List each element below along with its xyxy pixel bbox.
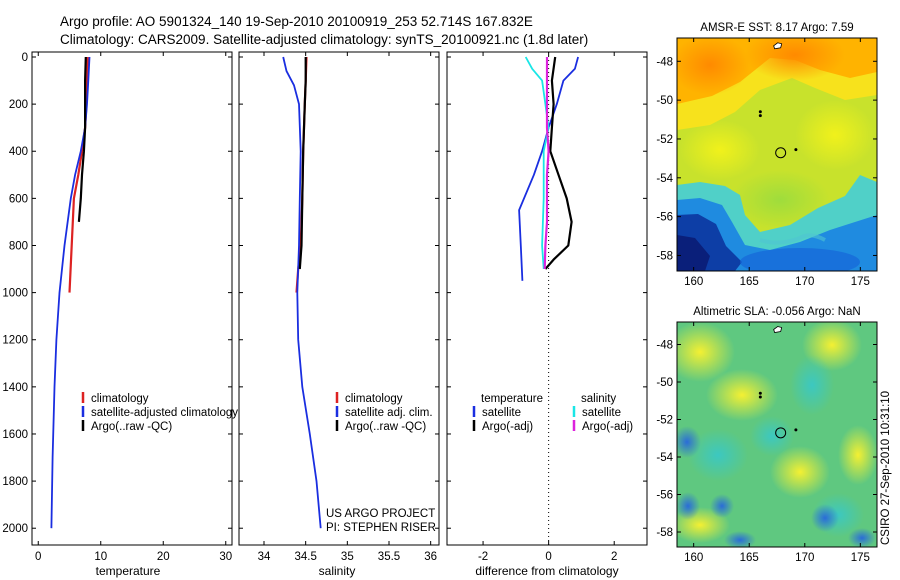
legend-label-temperature-satellite: satellite <box>482 407 521 419</box>
sst-map-frame <box>676 37 878 272</box>
float-marker <box>794 428 798 432</box>
sst-map-field <box>677 38 877 271</box>
map-y-tick-label: -52 <box>656 134 673 146</box>
sst-map-title: AMSR-E SST: 8.17 Argo: 7.59 <box>700 22 853 34</box>
sst-map-axes: 160 165 170 175 -48 -50 -52 -54 -56 -58 <box>656 38 877 288</box>
x-tick-label: 2 <box>611 551 617 563</box>
legend-label-satellite: satellite adj. clim. <box>345 407 433 419</box>
sla-map-field <box>677 322 877 547</box>
legend-label-satellite: satellite-adjusted climatology <box>91 407 238 419</box>
y-tick-label: 600 <box>9 193 28 205</box>
x-tick-label: 30 <box>219 551 232 563</box>
legend-label-climatology: climatology <box>91 393 149 405</box>
map-y-tick-label: -54 <box>656 173 673 185</box>
series-line-salinity-argo-adj- <box>543 57 550 270</box>
difference-legend: temperature salinity satellite Argo(-adj… <box>472 393 633 433</box>
y-tick-label: 1200 <box>2 335 28 347</box>
legend-label-argo: Argo(..raw -QC) <box>91 421 172 433</box>
timestamp-stamp: CSIRO 27-Sep-2010 10:31:10 <box>880 391 892 545</box>
map-x-tick-label: 170 <box>795 552 814 564</box>
temperature-axis-label: temperature <box>96 564 161 578</box>
salinity-panel-frame <box>238 51 440 546</box>
map-x-tick-label: 160 <box>684 552 703 564</box>
map-y-tick-label: -52 <box>656 415 673 427</box>
x-tick-label: 35 <box>341 551 354 563</box>
legend-heading-temperature: temperature <box>481 393 543 405</box>
profile-location-marker <box>775 147 787 159</box>
x-tick-label: 0 <box>35 551 41 563</box>
figure-title-line2: Climatology: CARS2009. Satellite-adjuste… <box>60 32 588 47</box>
legend-label-salinity-satellite: satellite <box>582 407 621 419</box>
x-tick-label: 34 <box>258 551 271 563</box>
float-marker <box>758 114 762 118</box>
map-x-tick-label: 160 <box>684 276 703 288</box>
float-marker <box>758 110 762 114</box>
map-y-tick-label: -50 <box>656 377 673 389</box>
map-x-tick-label: 165 <box>740 276 759 288</box>
difference-axis-label: difference from climatology <box>475 564 618 578</box>
map-y-tick-label: -50 <box>656 95 673 107</box>
pi-label: PI: STEPHEN RISER <box>326 522 436 534</box>
map-x-tick-label: 175 <box>851 552 870 564</box>
island-outline <box>773 42 783 50</box>
series-line-satellite-adjusted-climatology <box>50 56 91 529</box>
float-marker <box>758 395 762 399</box>
map-y-tick-label: -48 <box>656 340 673 352</box>
temperature-legend: climatology satellite-adjusted climatolo… <box>81 392 238 433</box>
float-marker <box>758 391 762 395</box>
map-y-tick-label: -58 <box>656 250 673 262</box>
series-line-salinity-satellite <box>524 56 550 270</box>
map-y-tick-label: -56 <box>656 212 673 224</box>
series-line-argo-raw-qc- <box>77 56 87 222</box>
island-outline <box>773 326 783 333</box>
legend-label-temperature-argo: Argo(-adj) <box>482 421 533 433</box>
legend-label-salinity-argo: Argo(-adj) <box>582 421 633 433</box>
y-tick-label: 200 <box>9 99 28 111</box>
profile-location-marker <box>775 427 787 439</box>
series-line-satellite-adj-clim- <box>282 56 322 529</box>
y-tick-label: 1800 <box>2 476 28 488</box>
difference-panel-frame <box>446 51 648 546</box>
y-tick-label: 1000 <box>2 288 28 300</box>
salinity-legend: climatology satellite adj. clim. Argo(..… <box>335 392 433 433</box>
y-tick-label: 1600 <box>2 429 28 441</box>
sla-map-frame <box>676 321 878 548</box>
map-y-tick-label: -56 <box>656 490 673 502</box>
figure-title-line1: Argo profile: AO 5901324_140 19-Sep-2010… <box>60 14 533 29</box>
x-tick-label: 10 <box>94 551 107 563</box>
x-tick-label: 35.5 <box>378 551 400 563</box>
map-y-tick-label: -58 <box>656 527 673 539</box>
map-x-tick-label: 175 <box>851 276 870 288</box>
y-tick-label: 1400 <box>2 382 28 394</box>
x-tick-label: 34.5 <box>294 551 316 563</box>
legend-label-climatology: climatology <box>345 393 403 405</box>
y-tick-label: 2000 <box>2 523 28 535</box>
y-tick-label: 800 <box>9 240 28 252</box>
temperature-plot: 0 10 20 30 0 200 400 600 800 1000 1200 1400 1600 1800… <box>2 52 232 563</box>
y-tick-label: 400 <box>9 146 28 158</box>
sla-map-title: Altimetric SLA: -0.056 Argo: NaN <box>693 306 860 318</box>
salinity-plot: 34 34.5 35 35.5 36 <box>239 52 439 563</box>
temperature-panel-frame <box>31 51 233 546</box>
x-tick-label: -2 <box>478 551 488 563</box>
legend-label-argo: Argo(..raw -QC) <box>345 421 426 433</box>
salinity-axis-label: salinity <box>319 564 356 578</box>
project-label: US ARGO PROJECT <box>326 508 435 520</box>
map-x-tick-label: 170 <box>795 276 814 288</box>
x-tick-label: 20 <box>157 551 170 563</box>
sla-map-axes: 160 165 170 175 -48 -50 -52 -54 -56 -58 <box>656 322 877 564</box>
x-tick-label: 36 <box>424 551 437 563</box>
map-y-tick-label: -48 <box>656 56 673 68</box>
map-y-tick-label: -54 <box>656 452 673 464</box>
x-tick-label: 0 <box>545 551 551 563</box>
difference-plot: -2 0 2 <box>447 52 647 563</box>
series-line-temperature-argo-adj- <box>544 56 573 270</box>
map-x-tick-label: 165 <box>740 552 759 564</box>
series-line-argo-raw-qc- <box>298 57 307 270</box>
y-tick-label: 0 <box>22 52 28 64</box>
float-marker <box>794 148 798 152</box>
legend-heading-salinity: salinity <box>581 393 616 405</box>
